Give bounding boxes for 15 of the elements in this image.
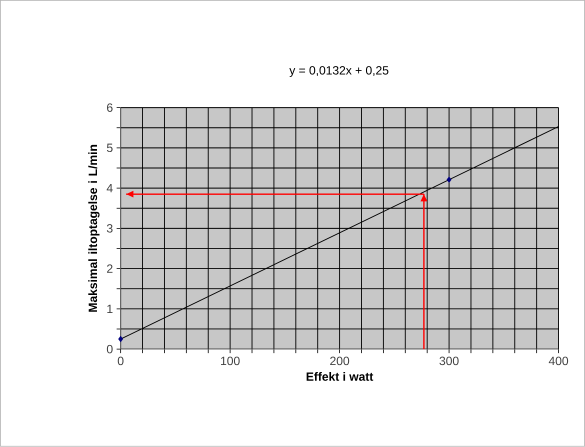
y-tick-label: 4 bbox=[106, 184, 113, 192]
x-tick-label: 400 bbox=[548, 356, 568, 366]
x-tick-label: 200 bbox=[330, 356, 350, 366]
y-tick-label: 6 bbox=[107, 104, 113, 112]
x-axis-title: Effekt i watt bbox=[306, 372, 374, 382]
y-axis-title: Maksimal iltoptagelse i L/min bbox=[88, 145, 100, 312]
x-tick-label: 0 bbox=[118, 356, 124, 366]
x-tick-label: 300 bbox=[439, 356, 459, 366]
x-tick-label: 100 bbox=[221, 356, 240, 366]
chart-title: y = 0,0132x + 0,25 bbox=[289, 66, 388, 78]
y-tick-label: 1 bbox=[107, 304, 113, 314]
y-tick-label: 0 bbox=[106, 344, 113, 354]
y-tick-label: 3 bbox=[106, 224, 113, 233]
y-tick-label: 2 bbox=[107, 264, 112, 273]
y-tick-label: 5 bbox=[106, 144, 113, 152]
